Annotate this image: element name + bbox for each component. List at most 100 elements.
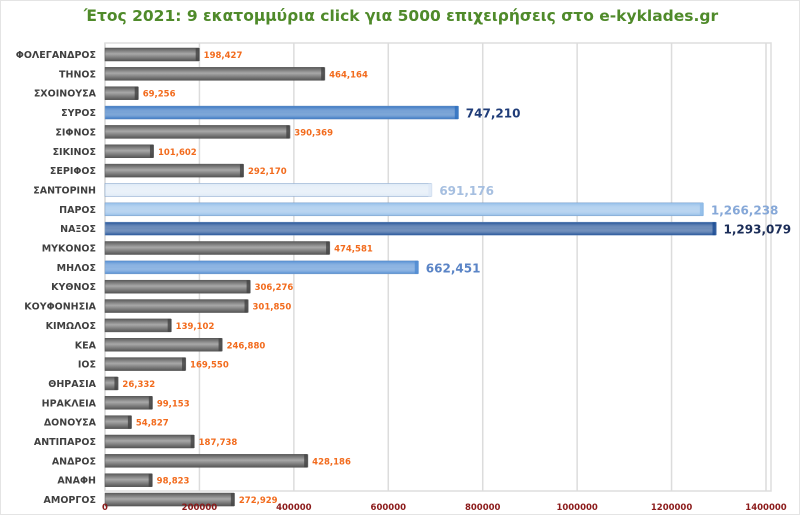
bar-end-cap: [712, 222, 717, 236]
bar: [104, 279, 250, 294]
bar-end-cap: [149, 144, 154, 158]
x-tick-label: 200000: [182, 503, 218, 513]
bar-end-cap: [195, 48, 200, 61]
bar: [104, 241, 330, 255]
bar-end-cap: [414, 260, 419, 274]
bar: [104, 299, 248, 313]
bar: [104, 221, 716, 236]
bar-end-cap: [134, 86, 139, 100]
category-label: ΘΗΡΑΣΙΑ: [48, 379, 96, 390]
x-tick-label: 800000: [465, 503, 501, 513]
x-tick-label: 600000: [371, 503, 407, 513]
bar-end-cap: [190, 435, 195, 448]
bar: [104, 434, 194, 449]
data-label: 1,266,238: [711, 203, 779, 217]
data-label: 301,850: [253, 303, 292, 313]
bar: [104, 47, 199, 62]
x-tick-label: 0: [102, 503, 108, 513]
category-label: ΚΙΜΩΛΟΣ: [46, 321, 96, 332]
bar-end-cap: [148, 396, 153, 410]
bar: [104, 86, 138, 100]
data-label: 390,369: [294, 128, 333, 138]
data-label: 26,332: [122, 380, 155, 390]
category-label: ΣΙΚΙΝΟΣ: [53, 147, 96, 158]
category-label: ΣΥΡΟΣ: [61, 108, 96, 119]
data-label: 69,256: [143, 90, 176, 100]
data-label: 99,153: [157, 399, 190, 409]
bar: [104, 338, 222, 352]
bar: [104, 396, 153, 410]
bar: [104, 125, 290, 139]
data-label: 198,427: [204, 51, 243, 61]
category-label: ΜΗΛΟΣ: [57, 263, 96, 274]
category-label: ΣΙΦΝΟΣ: [55, 127, 96, 138]
category-label: ΣΧΟΙΝΟΥΣΑ: [34, 89, 97, 100]
data-label: 139,102: [176, 322, 215, 332]
bar: [104, 260, 419, 275]
bar-end-cap: [114, 376, 119, 390]
bar-end-cap: [699, 202, 704, 216]
category-label: ΔΟΝΟΥΣΑ: [44, 418, 97, 429]
bar: [104, 144, 154, 158]
bar-end-cap: [454, 106, 459, 120]
data-label: 101,602: [158, 148, 197, 158]
bar: [104, 415, 132, 429]
bar-end-cap: [286, 125, 291, 139]
data-label: 464,164: [329, 70, 368, 80]
bar: [104, 473, 152, 487]
data-label: 691,176: [439, 184, 494, 198]
data-label: 662,451: [426, 261, 481, 275]
category-label: ΣΕΡΙΦΟΣ: [50, 166, 96, 177]
bar: [104, 318, 171, 333]
category-label: ΠΑΡΟΣ: [59, 205, 96, 216]
x-tick-label: 1000000: [556, 503, 597, 513]
bar: [104, 67, 325, 81]
data-label: 169,550: [190, 361, 229, 371]
category-label: ΗΡΑΚΛΕΙΑ: [42, 398, 97, 409]
category-label: ΙΟΣ: [78, 360, 96, 371]
bar-end-cap: [246, 280, 251, 294]
data-label: 272,929: [239, 496, 278, 506]
category-label: ΦΟΛΕΓΑΝΔΡΟΣ: [16, 50, 96, 61]
data-label: 246,880: [227, 341, 266, 351]
bar-end-cap: [148, 473, 153, 487]
category-label: ΑΜΟΡΓΟΣ: [44, 495, 96, 506]
category-label: ΚΟΥΦΟΝΗΣΙΑ: [24, 302, 96, 313]
category-label: ΜΥΚΟΝΟΣ: [42, 244, 96, 255]
data-label: 98,823: [157, 477, 190, 487]
chart-title: Έτος 2021: 9 εκατομμύρια click για 5000 …: [83, 7, 719, 25]
x-tick-label: 1200000: [651, 503, 692, 513]
bar: [104, 202, 704, 217]
category-label: ΑΝΔΡΟΣ: [52, 456, 96, 467]
bar: [104, 163, 244, 178]
category-label: ΤΗΝΟΣ: [59, 69, 96, 80]
category-label: ΚΕΑ: [75, 340, 97, 351]
bar-end-cap: [127, 415, 132, 429]
bar: [104, 105, 459, 120]
bar-end-cap: [167, 318, 172, 332]
bar-end-cap: [428, 183, 433, 197]
x-tick-label: 400000: [276, 503, 312, 513]
data-label: 428,186: [312, 457, 351, 467]
bar-end-cap: [239, 164, 244, 178]
bar-end-cap: [304, 454, 309, 468]
bar: [104, 454, 308, 468]
bar: [104, 357, 186, 371]
bar-end-cap: [230, 493, 235, 507]
data-label: 54,827: [136, 419, 169, 429]
category-label: ΑΝΤΙΠΑΡΟΣ: [34, 437, 96, 448]
bar-end-cap: [182, 357, 187, 371]
data-label: 187,738: [199, 438, 238, 448]
data-label: 292,170: [248, 167, 287, 177]
category-label: ΣΑΝΤΟΡΙΝΗ: [33, 185, 96, 196]
data-label: 306,276: [255, 283, 294, 293]
bar-end-cap: [218, 338, 223, 352]
x-tick-label: 1400000: [745, 503, 786, 513]
data-label: 1,293,079: [724, 223, 792, 237]
category-label: ΚΥΘΝΟΣ: [51, 282, 96, 293]
bar-end-cap: [244, 299, 249, 313]
data-label: 474,581: [334, 245, 373, 255]
bar: [104, 183, 432, 197]
